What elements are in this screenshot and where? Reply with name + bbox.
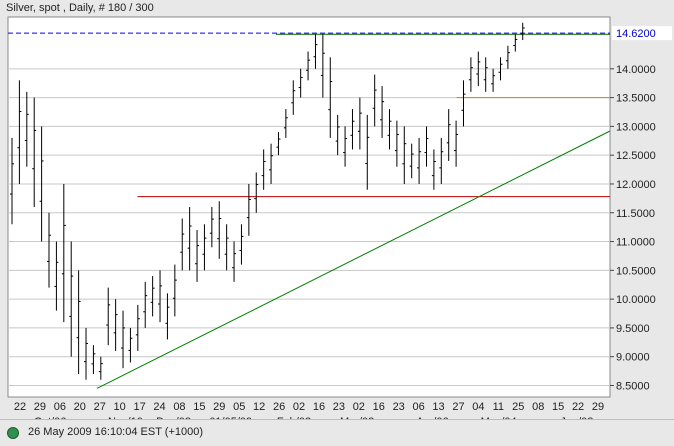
y-tick-label: 11.5000 (616, 208, 655, 220)
x-day-label: 16 (373, 401, 385, 413)
trendline (96, 130, 611, 389)
y-tick-label: 12.5000 (616, 150, 656, 162)
x-day-label: 17 (133, 401, 145, 413)
x-day-label: 11 (493, 401, 504, 413)
x-day-label: 15 (552, 401, 564, 413)
x-month-label: 01/05/09 (209, 416, 252, 419)
x-day-label: 12 (253, 401, 265, 413)
x-day-label: 29 (213, 401, 225, 413)
x-day-label: 15 (193, 401, 205, 413)
last-price-label: 14.6200 (616, 28, 656, 40)
last-price-box (612, 26, 672, 41)
x-day-label: 02 (353, 401, 365, 413)
x-day-label: 02 (293, 401, 305, 413)
y-tick-label: 13.5000 (616, 93, 656, 105)
status-timestamp: 26 May 2009 16:10:04 EST (+1000) (28, 426, 204, 438)
x-day-label: 13 (432, 401, 444, 413)
y-tick-label: 11.0000 (616, 237, 655, 249)
x-day-label: 29 (34, 401, 46, 413)
x-day-label: 06 (54, 401, 66, 413)
chart-title: Silver, spot , Daily, # 180 / 300 (6, 2, 154, 14)
x-day-label: 16 (313, 401, 325, 413)
y-tick-label: 8.5000 (616, 380, 650, 392)
x-month-label: Apr/06 (416, 416, 448, 419)
x-month-label: Nov/10 (108, 416, 143, 419)
x-month-label: Mar/02 (340, 416, 374, 419)
y-tick-label: 12.0000 (616, 179, 656, 191)
x-month-label: Feb/02 (277, 416, 311, 419)
x-day-label: 23 (393, 401, 405, 413)
x-month-label: Dec/08 (156, 416, 191, 419)
plot-area (7, 16, 611, 398)
x-month-label: May/04 (481, 416, 517, 419)
x-day-label: 23 (333, 401, 345, 413)
x-day-label: 24 (153, 401, 165, 413)
y-tick-label: 9.5000 (616, 323, 650, 335)
x-day-label: 20 (74, 401, 86, 413)
x-day-label: 26 (273, 401, 285, 413)
y-tick-label: 10.5000 (616, 265, 656, 277)
status-bar: 26 May 2009 16:10:04 EST (+1000) (0, 419, 674, 446)
x-day-label: 08 (173, 401, 185, 413)
status-indicator-icon (7, 427, 19, 439)
x-day-label: 05 (233, 401, 245, 413)
x-day-label: 27 (94, 401, 106, 413)
x-month-label: Jun/08 (560, 416, 593, 419)
y-tick-label: 10.0000 (616, 294, 656, 306)
x-day-label: 06 (412, 401, 424, 413)
x-day-label: 10 (114, 401, 126, 413)
x-day-label: 22 (14, 401, 26, 413)
x-day-label: 27 (452, 401, 464, 413)
y-tick-label: 14.0000 (616, 64, 656, 76)
x-day-label: 04 (472, 401, 484, 413)
y-tick-label: 9.0000 (616, 352, 650, 364)
x-day-label: 29 (592, 401, 604, 413)
y-tick-label: 13.0000 (616, 121, 656, 133)
x-day-label: 22 (572, 401, 584, 413)
price-chart[interactable]: 8.5000 9.0000 9.5000 10.0000 10.5000 11.0000 1… (0, 0, 674, 419)
x-month-label: Oct/06 (34, 416, 66, 419)
x-day-label: 08 (532, 401, 544, 413)
x-day-label: 25 (512, 401, 524, 413)
